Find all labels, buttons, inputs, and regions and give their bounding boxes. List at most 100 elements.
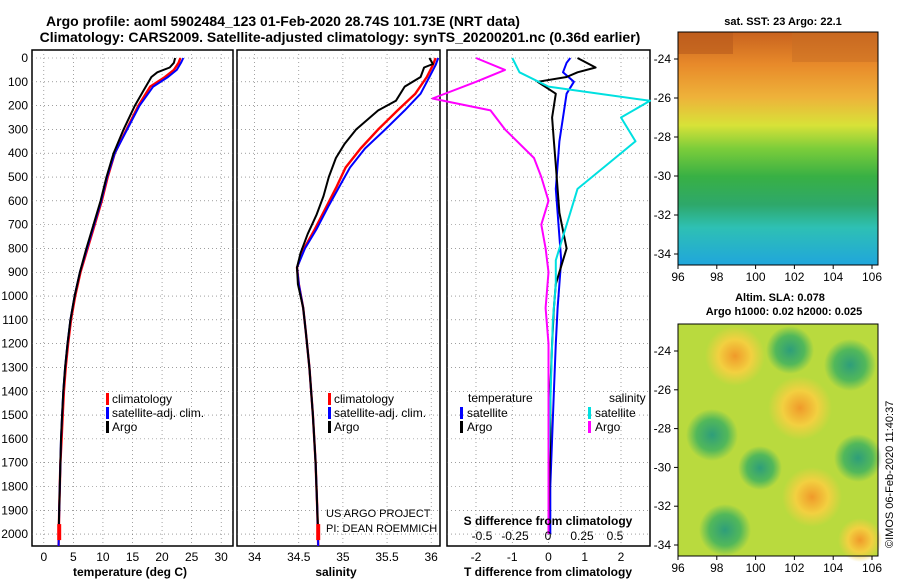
legend-swatch [588, 421, 591, 433]
temperature-x-tick-label: 15 [126, 550, 140, 564]
s-tick: 0.5 [607, 529, 624, 543]
sst-frame [677, 31, 879, 266]
sla-high [838, 518, 882, 562]
legend-entry: Argo [112, 420, 138, 434]
sst-warm-patch [792, 32, 878, 62]
map-y-tick-label: -34 [654, 538, 672, 552]
salinity-x-tick-label: 34.5 [287, 550, 311, 564]
salinity-frame [236, 49, 441, 547]
sla-low [738, 446, 782, 490]
sla-frame [677, 323, 879, 557]
difference-series-s-satellite [511, 57, 651, 535]
salinity-bottom-mark [316, 524, 321, 541]
difference-series-s-argo [431, 57, 550, 535]
pressure-tick-label: 400 [8, 146, 28, 160]
legend-swatch [106, 393, 109, 405]
map-y-tick-label: -24 [654, 344, 672, 358]
legend-swatch [106, 407, 109, 419]
difference-x-tick-label: 0 [545, 550, 552, 564]
map-y-tick-label: -28 [654, 130, 672, 144]
pressure-tick-label: 1000 [1, 289, 28, 303]
map-x-tick-label: 102 [784, 270, 804, 284]
pressure-tick-label: 1700 [1, 456, 28, 470]
temperature-x-tick-label: 10 [96, 550, 110, 564]
difference-xlabel: T difference from climatology [464, 565, 632, 579]
legend-swatch [460, 407, 463, 419]
map-x-tick-label: 106 [862, 561, 882, 575]
sla-map: Altim. SLA: 0.078 Argo h1000: 0.02 h2000… [654, 292, 883, 575]
legend-swatch [106, 421, 109, 433]
temperature-series-argo [57, 57, 177, 535]
temperature-series-satellite-adj--clim- [57, 57, 185, 547]
difference-legend: temperature salinity satellite Argo sate… [460, 391, 646, 434]
map-y-tick-label: -28 [654, 422, 672, 436]
pressure-tick-label: 1200 [1, 337, 28, 351]
legend-entry: Argo [467, 420, 493, 434]
salinity-legend: climatology satellite-adj. clim. Argo [328, 392, 426, 434]
difference-panel: -2 -1 0 1 2 T difference from climatology S … [431, 49, 651, 579]
map-y-tick-label: -24 [654, 52, 672, 66]
temperature-xlabel: temperature (deg C) [73, 565, 187, 579]
pressure-tick-label: 0 [21, 51, 28, 65]
map-y-tick-label: -32 [654, 208, 672, 222]
sst-warm-patch [678, 32, 733, 54]
map-x-tick-label: 100 [746, 561, 766, 575]
s-tick: -0.5 [472, 529, 493, 543]
legend-entry: satellite [467, 406, 508, 420]
map-x-tick-label: 98 [710, 270, 724, 284]
temperature-panel: 0100200300400500600700800900100011001200… [1, 49, 234, 579]
s-difference-label: S difference from climatology [464, 514, 633, 528]
salinity-series-climatology [295, 57, 437, 547]
title-line-2: Climatology: CARS2009. Satellite-adjuste… [40, 29, 641, 45]
sla-map-title-2: Argo h1000: 0.02 h2000: 0.025 [706, 306, 863, 318]
pressure-tick-label: 900 [8, 265, 28, 279]
difference-x-tick-label: -2 [471, 550, 482, 564]
map-y-tick-label: -30 [654, 460, 672, 474]
salinity-series-satellite-adj--clim- [296, 57, 440, 547]
title-line-1: Argo profile: aoml 5902484_123 01-Feb-20… [46, 13, 520, 29]
pressure-tick-label: 100 [8, 75, 28, 89]
map-y-tick-label: -34 [654, 247, 672, 261]
legend-entry: Argo [334, 420, 360, 434]
pressure-tick-label: 300 [8, 122, 28, 136]
map-y-tick-label: -32 [654, 499, 672, 513]
sla-high [768, 376, 832, 440]
legend-swatch [460, 421, 463, 433]
map-x-tick-label: 96 [671, 270, 685, 284]
pressure-tick-label: 1500 [1, 408, 28, 422]
sst-map-title: sat. SST: 23 Argo: 22.1 [724, 16, 842, 28]
credit-text: ©IMOS 06-Feb-2020 11:40:37 [884, 401, 896, 548]
legend-swatch [328, 407, 331, 419]
salinity-series-argo [296, 57, 434, 535]
map-x-tick-label: 96 [671, 561, 685, 575]
temperature-x-tick-label: 0 [40, 550, 47, 564]
pressure-tick-label: 200 [8, 99, 28, 113]
sla-low [824, 339, 876, 391]
pressure-tick-label: 2000 [1, 527, 28, 541]
salinity-x-tick-label: 36 [424, 550, 438, 564]
sla-low [699, 504, 751, 556]
map-x-tick-label: 102 [784, 561, 804, 575]
map-y-tick-label: -30 [654, 169, 672, 183]
temperature-legend: climatology satellite-adj. clim. Argo [106, 392, 204, 434]
pressure-tick-label: 1600 [1, 432, 28, 446]
sla-high [705, 326, 765, 386]
map-x-tick-label: 104 [823, 561, 843, 575]
map-x-tick-label: 100 [746, 270, 766, 284]
map-y-tick-label: -26 [654, 383, 672, 397]
project-annotation: US ARGO PROJECT [326, 508, 431, 520]
salinity-panel: 34 34.5 35 35.5 36 salinity US ARGO PROJECT … [236, 49, 441, 579]
salinity-x-tick-label: 35 [336, 550, 350, 564]
difference-x-tick-label: 1 [581, 550, 588, 564]
pressure-tick-label: 800 [8, 241, 28, 255]
legend-swatch [328, 393, 331, 405]
s-tick: 0.25 [570, 529, 594, 543]
sla-map-title-1: Altim. SLA: 0.078 [735, 292, 825, 304]
pi-annotation: PI: DEAN ROEMMICH [326, 523, 437, 535]
pressure-tick-label: 700 [8, 218, 28, 232]
temperature-bottom-mark [57, 524, 62, 541]
sla-low [766, 326, 814, 374]
pressure-tick-label: 500 [8, 170, 28, 184]
salinity-x-tick-label: 35.5 [375, 550, 399, 564]
